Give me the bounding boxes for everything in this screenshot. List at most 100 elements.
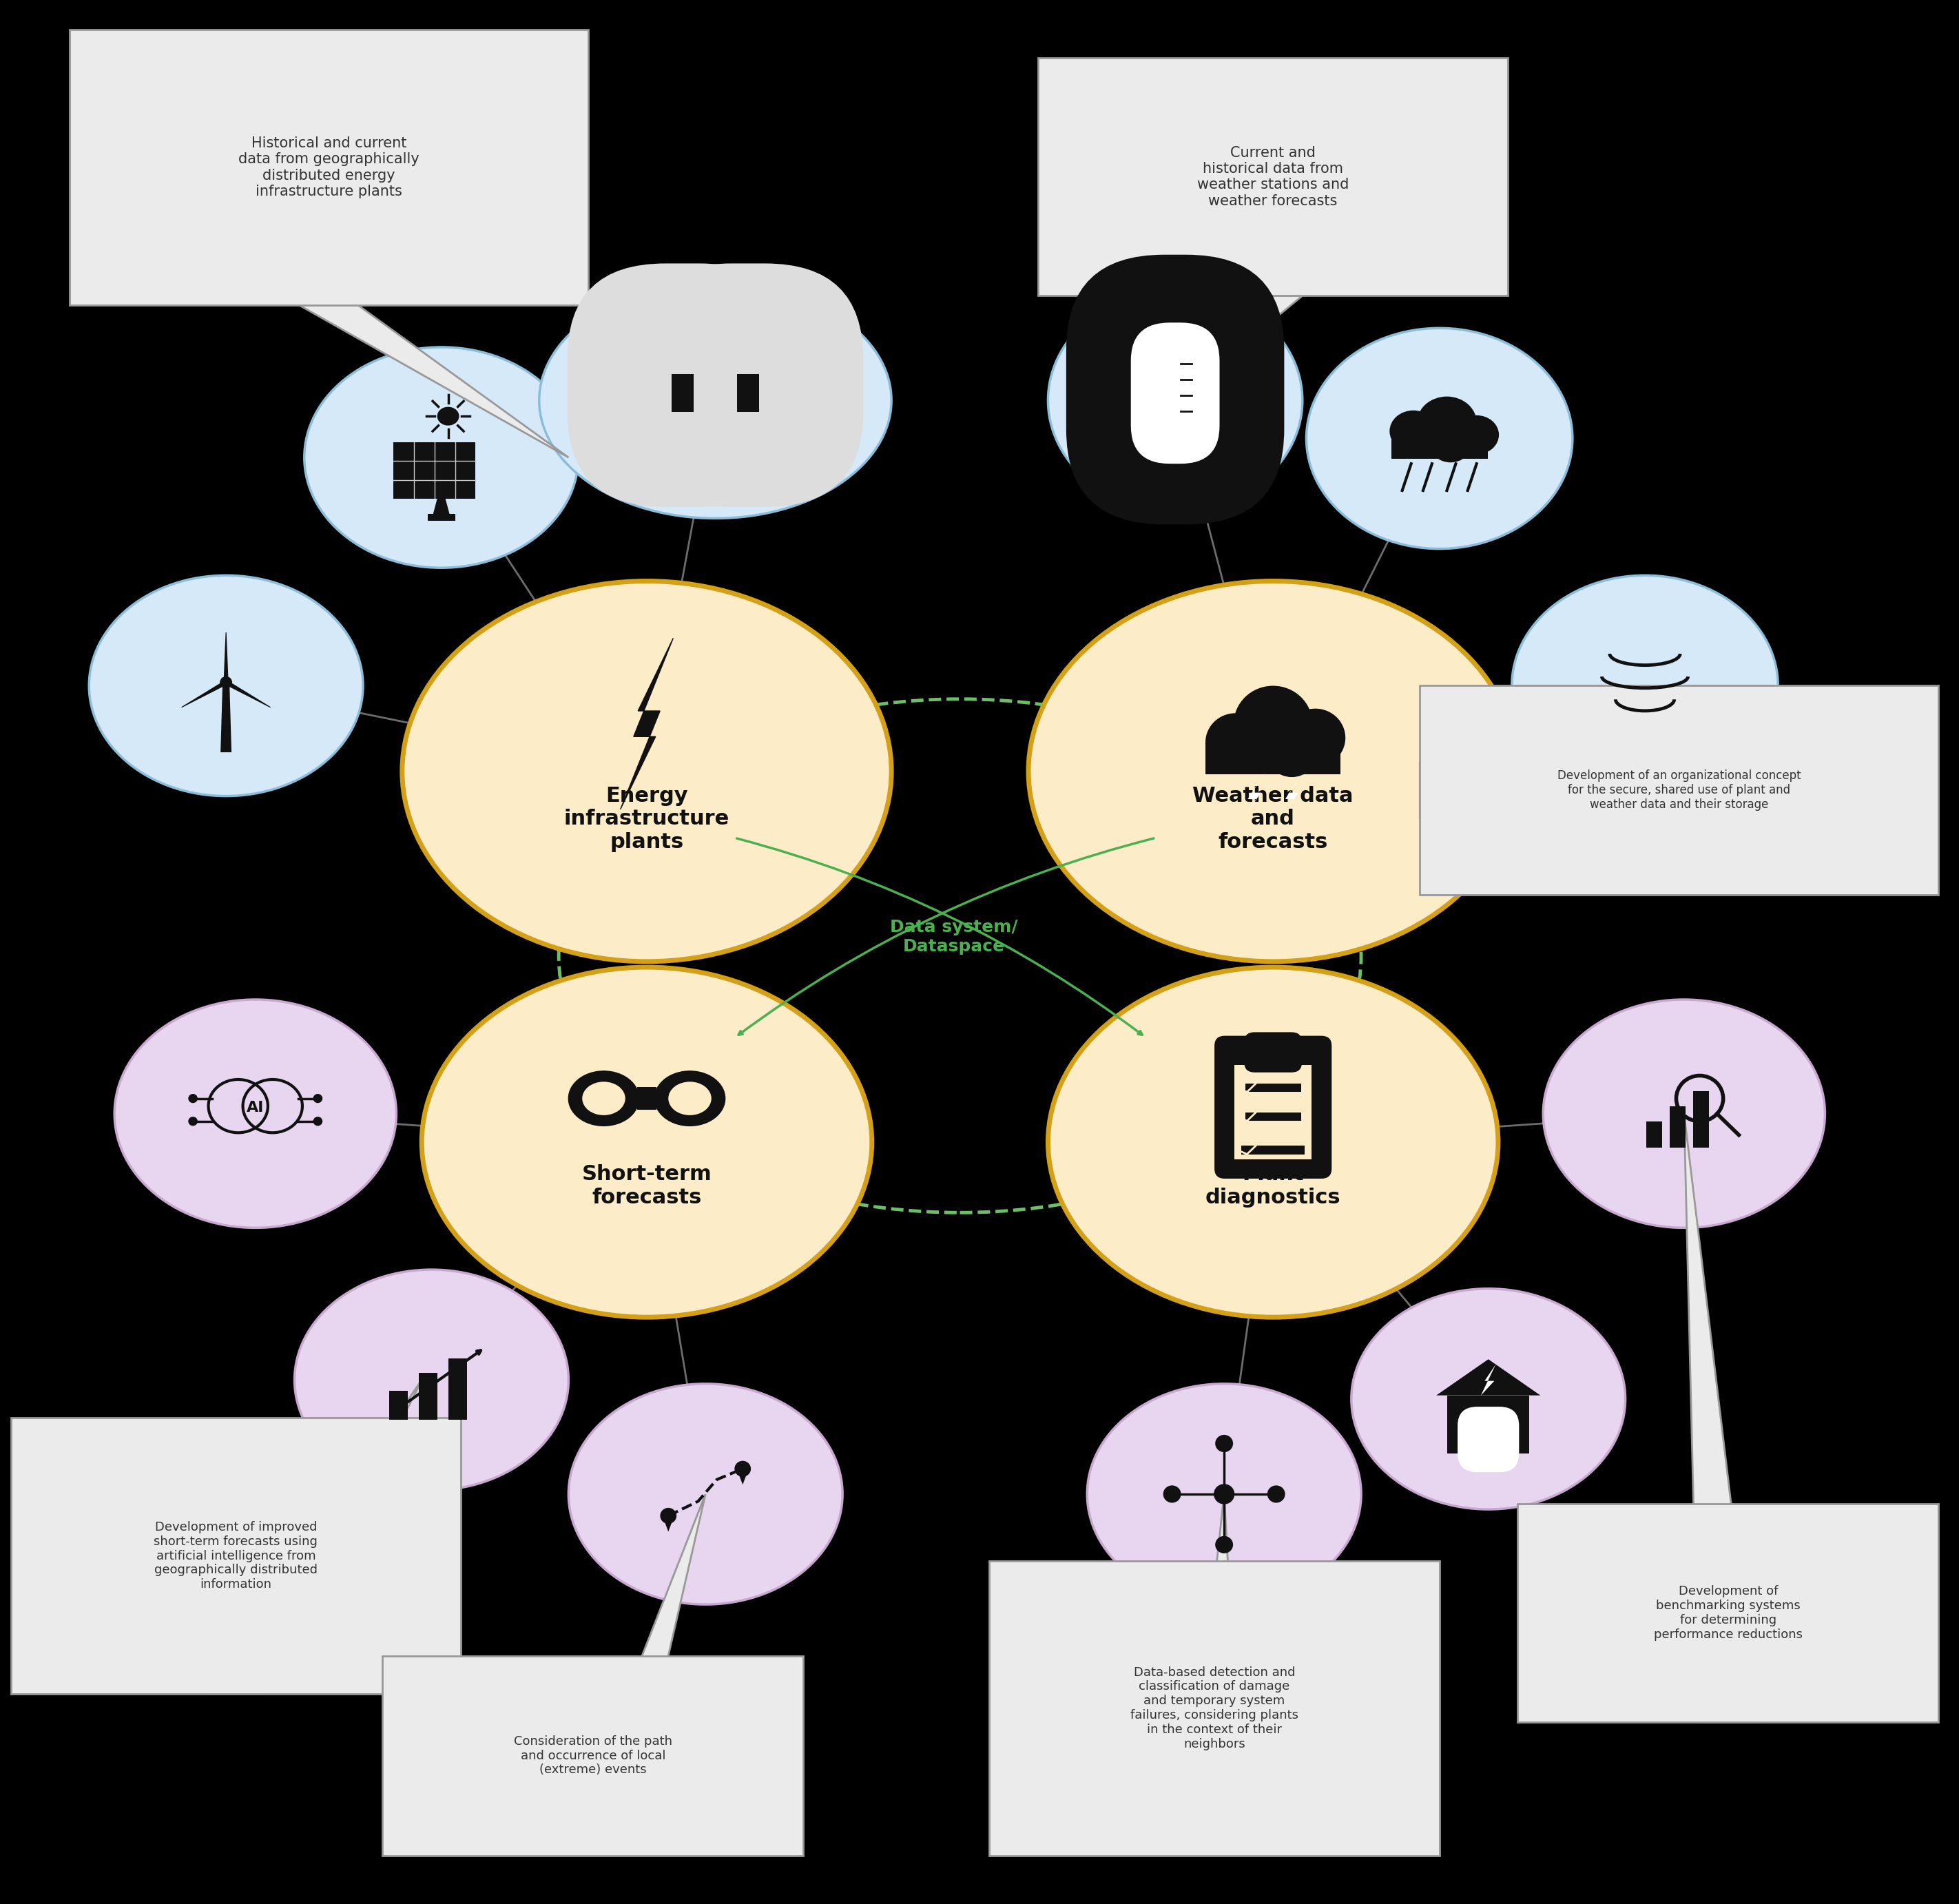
FancyBboxPatch shape bbox=[652, 326, 668, 347]
FancyBboxPatch shape bbox=[1244, 1032, 1301, 1072]
Polygon shape bbox=[1436, 1359, 1540, 1396]
Text: Data system/
Dataspace: Data system/ Dataspace bbox=[889, 920, 1019, 954]
Ellipse shape bbox=[1352, 1289, 1626, 1510]
Text: Current and
historical data from
weather stations and
weather forecasts: Current and historical data from weather… bbox=[1197, 147, 1350, 208]
Ellipse shape bbox=[668, 1081, 711, 1116]
FancyBboxPatch shape bbox=[1215, 1036, 1332, 1179]
FancyBboxPatch shape bbox=[1038, 57, 1508, 295]
FancyBboxPatch shape bbox=[1242, 1146, 1305, 1154]
Text: Development of
benchmarking systems
for determining
performance reductions: Development of benchmarking systems for … bbox=[1653, 1586, 1802, 1641]
FancyBboxPatch shape bbox=[10, 1418, 460, 1695]
FancyBboxPatch shape bbox=[1518, 1504, 1939, 1723]
FancyBboxPatch shape bbox=[1693, 1091, 1708, 1148]
FancyBboxPatch shape bbox=[390, 1390, 407, 1420]
FancyBboxPatch shape bbox=[680, 326, 695, 347]
Polygon shape bbox=[564, 1495, 705, 1856]
Ellipse shape bbox=[1205, 714, 1266, 771]
Polygon shape bbox=[206, 1380, 421, 1695]
Ellipse shape bbox=[313, 1118, 323, 1125]
FancyBboxPatch shape bbox=[645, 347, 786, 415]
Polygon shape bbox=[1185, 1495, 1244, 1856]
Ellipse shape bbox=[1215, 1436, 1232, 1453]
Text: Consideration of the path
and occurrence of local
(extreme) events: Consideration of the path and occurrence… bbox=[513, 1735, 672, 1776]
Ellipse shape bbox=[402, 581, 891, 962]
Text: Energy
infrastructure
plants: Energy infrastructure plants bbox=[564, 786, 729, 851]
Text: Development of an organizational concept
for the secure, shared use of plant and: Development of an organizational concept… bbox=[1557, 769, 1800, 811]
Polygon shape bbox=[221, 682, 231, 752]
FancyBboxPatch shape bbox=[989, 1561, 1440, 1856]
Polygon shape bbox=[1481, 1365, 1497, 1396]
Polygon shape bbox=[1175, 295, 1303, 400]
Ellipse shape bbox=[582, 1081, 625, 1116]
Polygon shape bbox=[433, 499, 449, 514]
Ellipse shape bbox=[294, 1270, 568, 1491]
Ellipse shape bbox=[1048, 289, 1303, 510]
Ellipse shape bbox=[1267, 1485, 1285, 1502]
Ellipse shape bbox=[188, 1118, 198, 1125]
Ellipse shape bbox=[1266, 725, 1318, 777]
Ellipse shape bbox=[660, 1508, 676, 1523]
Ellipse shape bbox=[1154, 413, 1195, 453]
FancyBboxPatch shape bbox=[427, 514, 454, 520]
FancyBboxPatch shape bbox=[1391, 434, 1487, 459]
Text: Data-based detection and
classification of damage
and temporary system
failures,: Data-based detection and classification … bbox=[1130, 1666, 1299, 1750]
Ellipse shape bbox=[568, 1072, 639, 1125]
FancyBboxPatch shape bbox=[1669, 1106, 1685, 1148]
Polygon shape bbox=[1685, 1114, 1757, 1723]
Text: Weather data
and
forecasts: Weather data and forecasts bbox=[1193, 786, 1354, 851]
FancyBboxPatch shape bbox=[382, 1656, 803, 1856]
Ellipse shape bbox=[88, 575, 362, 796]
Polygon shape bbox=[223, 632, 229, 682]
Text: AI: AI bbox=[247, 1101, 264, 1114]
Ellipse shape bbox=[1234, 685, 1313, 762]
FancyBboxPatch shape bbox=[69, 29, 588, 305]
Ellipse shape bbox=[1048, 967, 1499, 1318]
Polygon shape bbox=[300, 305, 568, 457]
FancyBboxPatch shape bbox=[1246, 1112, 1301, 1121]
FancyBboxPatch shape bbox=[1066, 255, 1285, 524]
Polygon shape bbox=[225, 680, 270, 708]
FancyBboxPatch shape bbox=[707, 326, 723, 347]
FancyBboxPatch shape bbox=[1457, 1407, 1518, 1472]
Ellipse shape bbox=[539, 282, 891, 518]
FancyBboxPatch shape bbox=[672, 373, 693, 411]
Ellipse shape bbox=[304, 347, 578, 567]
FancyBboxPatch shape bbox=[1448, 1396, 1530, 1453]
Ellipse shape bbox=[1544, 1000, 1826, 1228]
Ellipse shape bbox=[1285, 708, 1346, 767]
FancyBboxPatch shape bbox=[1130, 322, 1220, 465]
Ellipse shape bbox=[1028, 581, 1518, 962]
Text: Short-term
forecasts: Short-term forecasts bbox=[582, 1165, 711, 1207]
Ellipse shape bbox=[437, 407, 458, 425]
Text: Historical and current
data from geographically
distributed energy
infrastructur: Historical and current data from geograp… bbox=[239, 137, 419, 198]
Ellipse shape bbox=[1087, 1384, 1362, 1605]
Ellipse shape bbox=[1389, 411, 1438, 451]
Ellipse shape bbox=[1215, 1537, 1232, 1554]
FancyBboxPatch shape bbox=[735, 326, 750, 347]
Ellipse shape bbox=[1430, 426, 1471, 463]
FancyBboxPatch shape bbox=[1205, 743, 1340, 775]
Polygon shape bbox=[662, 1516, 674, 1531]
Polygon shape bbox=[737, 1468, 748, 1485]
Ellipse shape bbox=[654, 1072, 725, 1125]
FancyBboxPatch shape bbox=[1234, 1066, 1313, 1160]
FancyBboxPatch shape bbox=[449, 1358, 466, 1420]
Polygon shape bbox=[621, 638, 674, 809]
Ellipse shape bbox=[114, 1000, 396, 1228]
FancyBboxPatch shape bbox=[394, 442, 476, 499]
Polygon shape bbox=[1244, 771, 1266, 821]
Polygon shape bbox=[1281, 771, 1303, 821]
FancyBboxPatch shape bbox=[633, 263, 864, 506]
Text: Development of improved
short-term forecasts using
artificial intelligence from
: Development of improved short-term forec… bbox=[155, 1521, 317, 1590]
Ellipse shape bbox=[421, 967, 872, 1318]
FancyBboxPatch shape bbox=[419, 1373, 437, 1420]
FancyBboxPatch shape bbox=[1246, 1083, 1301, 1093]
Polygon shape bbox=[1420, 762, 1430, 819]
Ellipse shape bbox=[1416, 396, 1477, 449]
FancyBboxPatch shape bbox=[1420, 685, 1939, 895]
Ellipse shape bbox=[1307, 327, 1573, 548]
FancyBboxPatch shape bbox=[1646, 1121, 1661, 1148]
Ellipse shape bbox=[313, 1095, 323, 1102]
Ellipse shape bbox=[188, 1095, 198, 1102]
Ellipse shape bbox=[219, 676, 233, 689]
